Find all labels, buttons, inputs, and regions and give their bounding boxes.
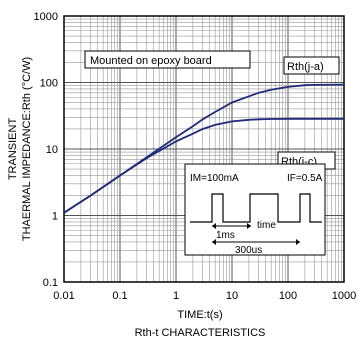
y-tick-label: 0.1: [43, 277, 58, 289]
y-tick-label: 10: [46, 144, 58, 156]
x-tick-label: 0.1: [112, 290, 127, 302]
period-arrowhead-left: [212, 239, 216, 245]
pulse-inset: IM=100mA IF=0.5A 1ms time 300us: [184, 163, 326, 256]
x-tick-label: 1000: [332, 290, 356, 302]
mounted-label: Mounted on epoxy board: [90, 55, 212, 67]
y-tick-label: 100: [40, 78, 58, 90]
y-tick-label: 1000: [34, 11, 58, 23]
x-tick-label: 1: [173, 290, 179, 302]
x-tick-label: 0.01: [53, 290, 74, 302]
plot-frame: [63, 15, 345, 283]
x-tick-label: 10: [226, 290, 238, 302]
t1-arrowhead-left: [212, 223, 216, 229]
series-line-rth-jc: [63, 117, 344, 214]
rth-ja-label: Rth(j-a): [287, 61, 324, 73]
pulse-time-label: time: [257, 220, 276, 231]
rth-ja-label-box: [283, 56, 340, 75]
y-axis-label-line2: THAERMAL IMPEDANCE:Rth (°C/W): [21, 57, 33, 241]
pulse-im-label: IM=100mA: [190, 173, 239, 184]
chart-title: Rth-t CHARACTERISTICS: [135, 327, 266, 339]
series-layer: [63, 83, 345, 214]
y-tick-label: 1: [52, 211, 58, 223]
y-axis-label-line1: TRANSIENT: [7, 118, 19, 181]
pulse-waveform: [190, 193, 322, 223]
t1-arrowhead-right: [247, 223, 251, 229]
period-arrowhead-right: [296, 239, 300, 245]
x-axis-label: TIME:t(s): [177, 309, 222, 321]
pulse-period-label: 300us: [235, 245, 262, 256]
mounted-label-box: [84, 50, 251, 69]
x-tick-label: 100: [279, 290, 297, 302]
pulse-t1-label: 1ms: [216, 230, 235, 241]
pulse-if-label: IF=0.5A: [287, 173, 323, 184]
pulse-inset-box: [184, 163, 326, 256]
